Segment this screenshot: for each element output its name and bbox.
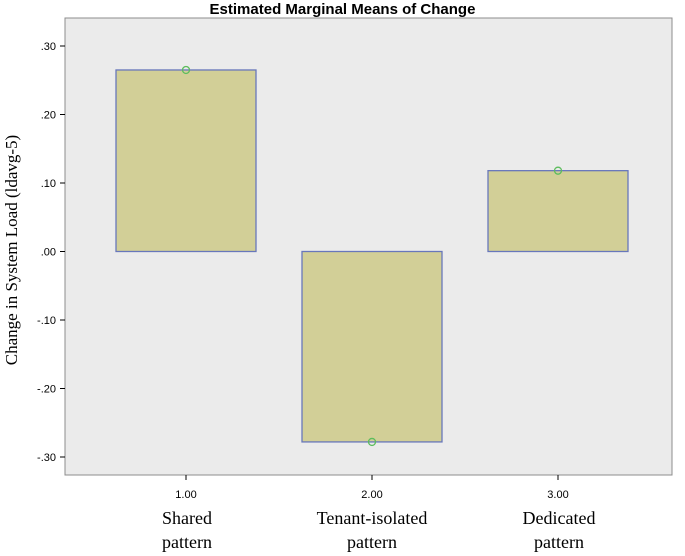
category-label-line: Shared: [162, 508, 212, 528]
mean-marker: [367, 437, 377, 447]
y-axis-label-text: Change in System Load (ldavg-5): [2, 134, 21, 366]
category-label-tenant-isolated: Tenant-isolated pattern: [287, 506, 457, 554]
y-tick-label: -.30: [37, 452, 56, 464]
bar: [487, 170, 629, 253]
y-tick-label: -.20: [37, 384, 56, 396]
x-tick-label: 1.00: [175, 489, 196, 501]
mean-marker: [181, 65, 191, 75]
chart-title: Estimated Marginal Means of Change: [209, 1, 476, 18]
category-label-line: pattern: [162, 532, 212, 552]
y-tick-label: .10: [41, 178, 56, 190]
y-tick-label: .20: [41, 110, 56, 122]
x-tick-label: 3.00: [547, 489, 568, 501]
bar: [115, 69, 257, 253]
y-tick-label: -.10: [37, 315, 56, 327]
category-label-line: Dedicated: [522, 508, 596, 528]
category-label-line: pattern: [347, 532, 397, 552]
category-label-shared: Shared pattern: [102, 506, 272, 554]
bar: [301, 250, 443, 443]
y-tick-label: .00: [41, 247, 56, 259]
category-label-dedicated: Dedicated pattern: [474, 506, 644, 554]
y-tick-label: .30: [41, 41, 56, 53]
category-label-line: Tenant-isolated: [316, 508, 428, 528]
mean-marker: [553, 166, 563, 175]
category-label-line: pattern: [534, 532, 584, 552]
x-tick-label: 2.00: [361, 489, 382, 501]
